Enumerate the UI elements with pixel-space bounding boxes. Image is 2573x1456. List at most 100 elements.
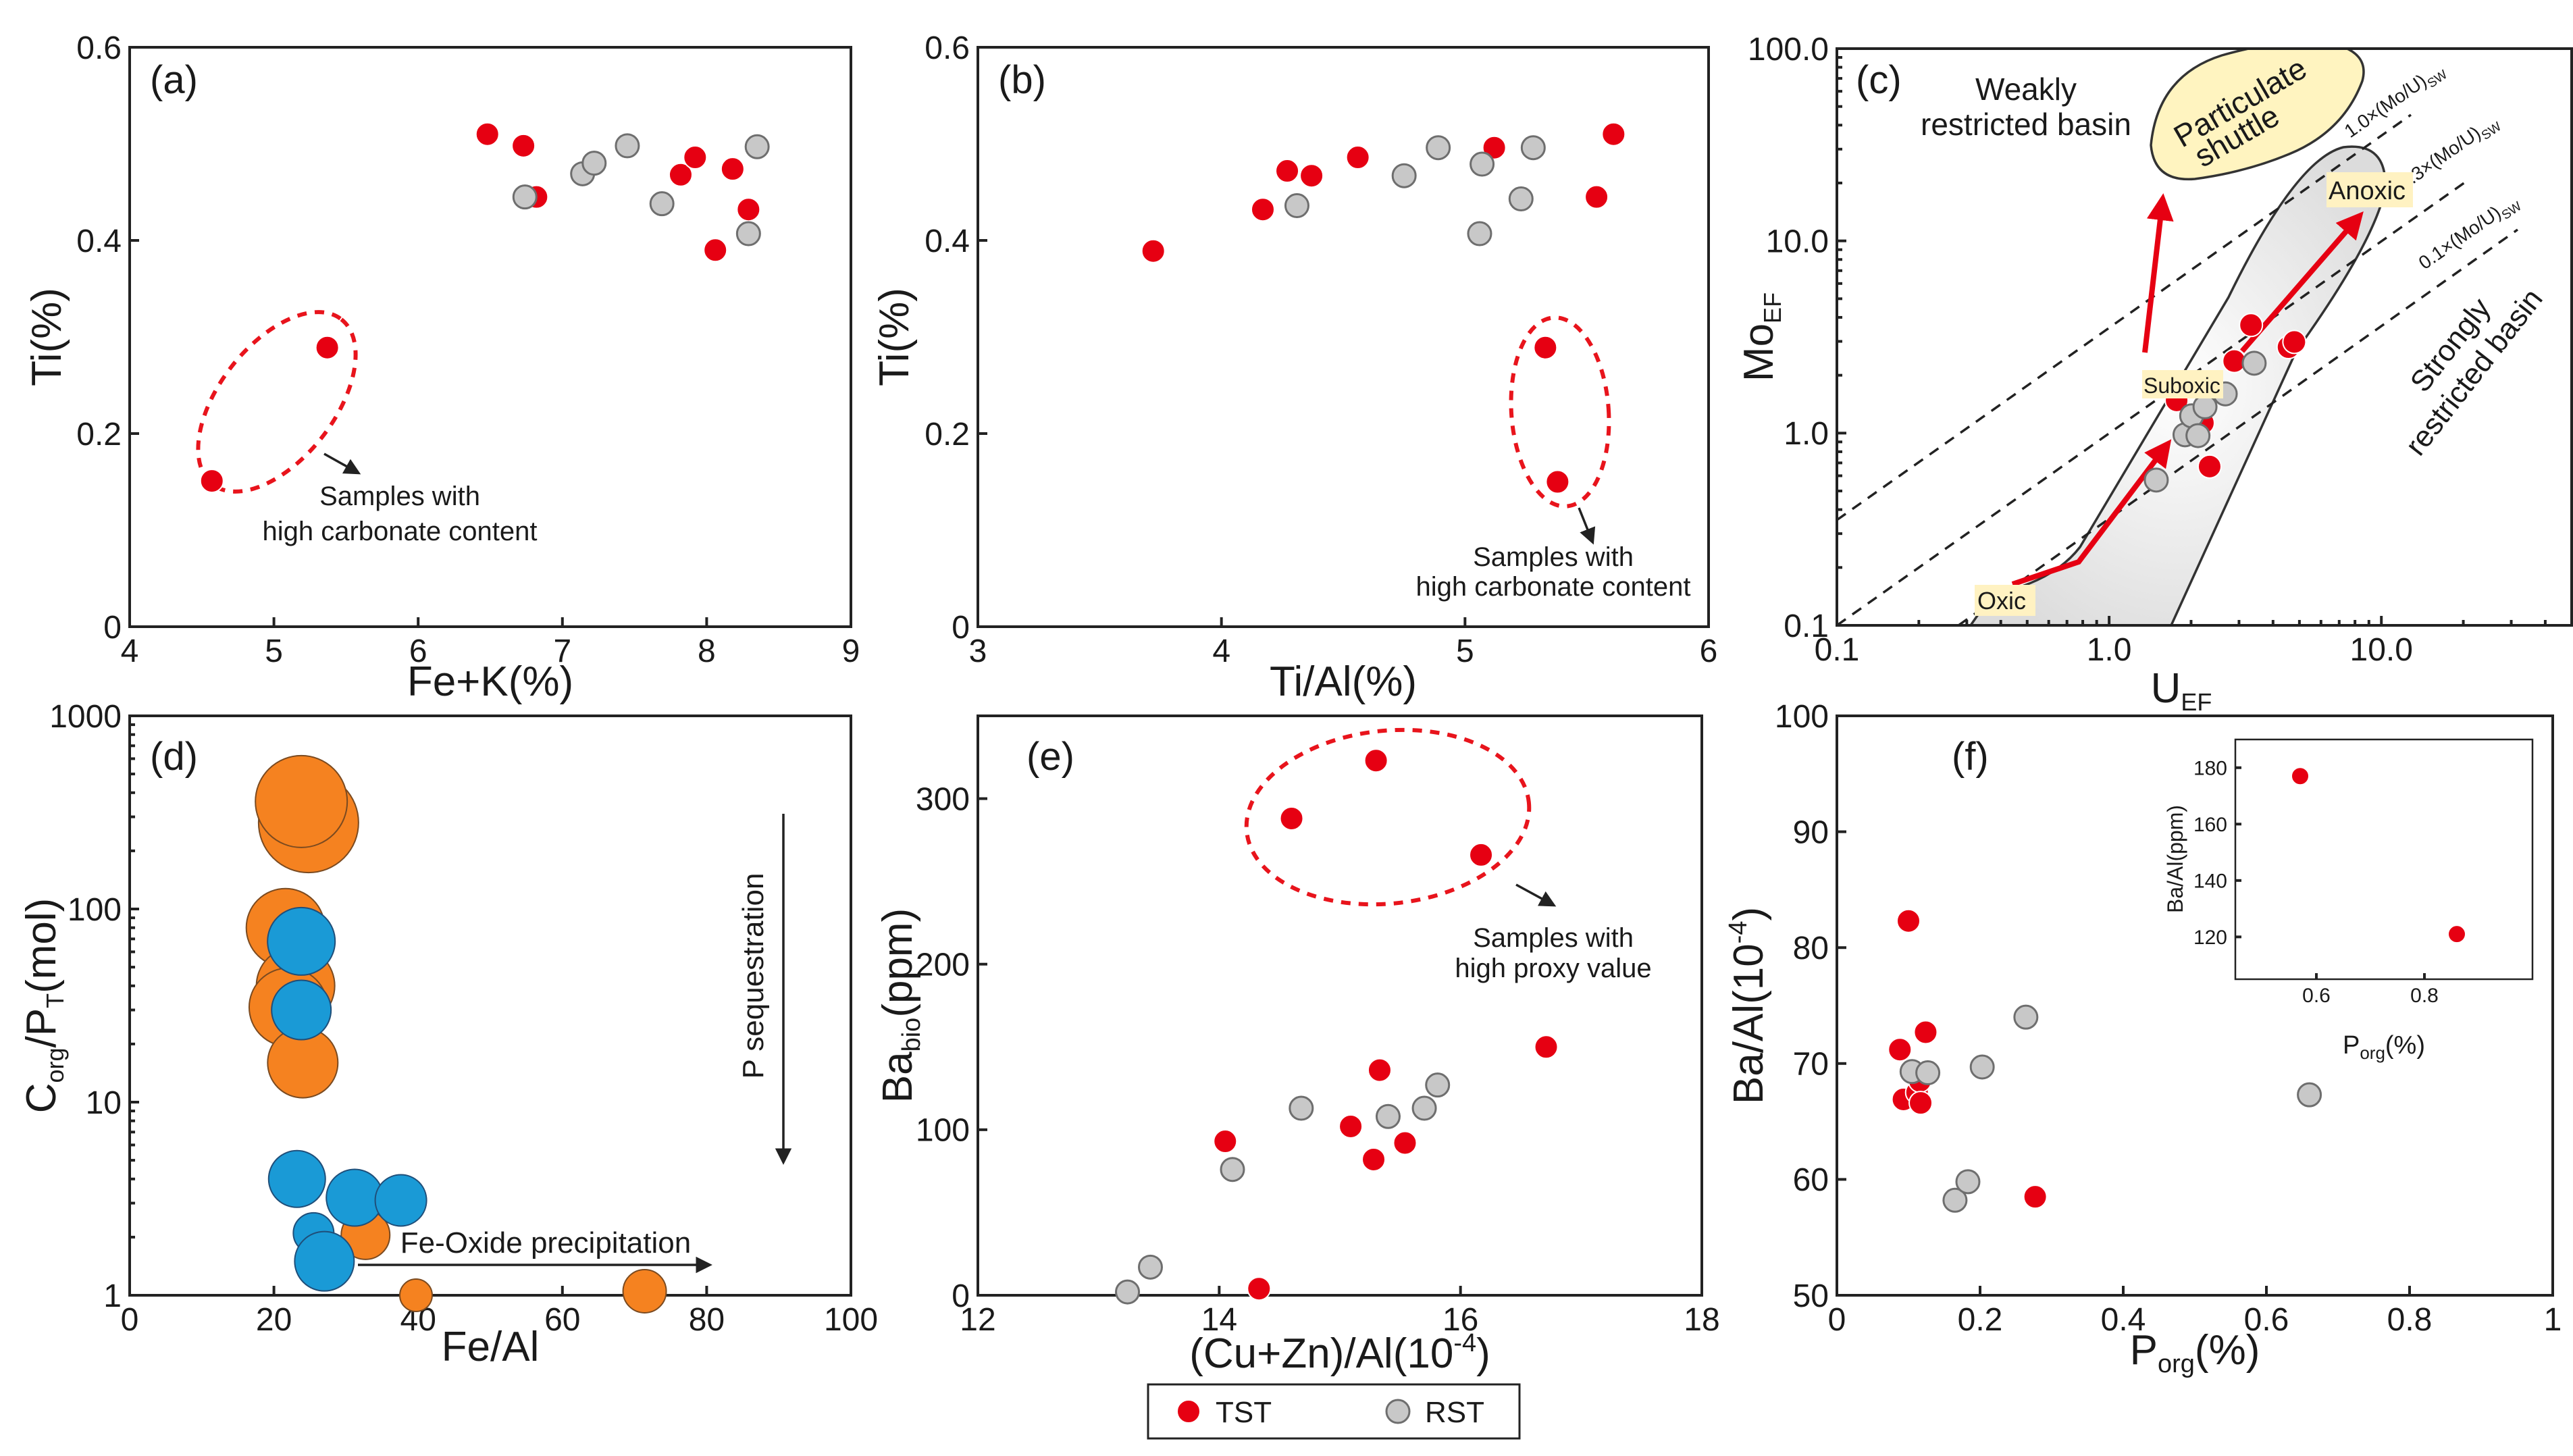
x-tick-label: 12 bbox=[960, 1302, 995, 1338]
blue-bubble bbox=[267, 1149, 326, 1208]
x-tick-label: 100 bbox=[824, 1302, 878, 1338]
x-tick-label: 4 bbox=[1212, 633, 1230, 669]
rst-point bbox=[1470, 151, 1495, 177]
y-tick-label: 1000 bbox=[49, 699, 122, 735]
rst-point bbox=[1137, 1254, 1163, 1280]
x-tick-label: 0.6 bbox=[2302, 985, 2331, 1007]
tst-point bbox=[1250, 197, 1275, 222]
y-tick-label: 200 bbox=[916, 947, 970, 983]
tst-point bbox=[2282, 330, 2307, 355]
panel-c-label: (c) bbox=[1856, 58, 1902, 102]
panel-d-label: (d) bbox=[150, 735, 198, 779]
tst-point bbox=[703, 238, 728, 263]
tst-point bbox=[720, 157, 745, 182]
panel-c-particulate-shuttle-region bbox=[2150, 49, 2365, 181]
x-tick-label: 10.0 bbox=[2350, 632, 2413, 668]
rst-point bbox=[2297, 1082, 2322, 1108]
x-tick-label: 9 bbox=[842, 633, 860, 669]
rst-point bbox=[512, 184, 538, 210]
x-tick-label: 0 bbox=[1828, 1302, 1846, 1338]
tst-point bbox=[2023, 1185, 2048, 1210]
tst-point bbox=[511, 133, 536, 158]
tst-point bbox=[1363, 748, 1388, 773]
panel-f-label: (f) bbox=[1952, 735, 1989, 779]
rst-point bbox=[1115, 1279, 1141, 1305]
panel-e-xlabel: (Cu+Zn)/Al(10-4) bbox=[1189, 1329, 1490, 1377]
tst-point bbox=[683, 145, 708, 170]
tst-point bbox=[1584, 184, 1609, 209]
panel-c-ylabel: MoEF bbox=[1736, 292, 1786, 382]
legend-rst-marker bbox=[1385, 1399, 1411, 1424]
panel-a-carbonate-ellipse bbox=[196, 310, 358, 494]
x-tick-label: 14 bbox=[1201, 1302, 1237, 1338]
tst-point bbox=[1913, 1020, 1938, 1045]
panel-c-particulate-shuttle-arrow bbox=[2142, 193, 2174, 353]
y-tick-label: 0 bbox=[103, 610, 122, 646]
y-tick-label: 180 bbox=[2193, 757, 2227, 779]
rst-point bbox=[1284, 193, 1309, 219]
y-tick-label: 0 bbox=[952, 610, 970, 646]
panel-a: (a) 4 5 6 7 8 9 0 0.2 0.4 0.6 Fe+K(%) Ti(%) Sampl… bbox=[24, 30, 860, 705]
rst-point bbox=[649, 191, 675, 217]
x-tick-label: 8 bbox=[698, 633, 716, 669]
panel-e-annotation-line1: Samples with bbox=[1473, 923, 1634, 953]
x-tick-label: 20 bbox=[256, 1302, 292, 1338]
x-tick-label: 1 bbox=[2544, 1302, 2562, 1338]
x-tick-label: 1.0 bbox=[2087, 632, 2132, 668]
x-tick-label: 0.4 bbox=[2101, 1302, 2146, 1338]
orange-bubble bbox=[255, 754, 348, 848]
rst-point bbox=[1375, 1103, 1401, 1129]
panel-c-reference-line-1.0 bbox=[1837, 113, 2412, 521]
x-tick-label: 5 bbox=[1456, 633, 1474, 669]
tst-point bbox=[315, 335, 340, 360]
rst-point bbox=[1425, 1072, 1451, 1098]
rst-point bbox=[1467, 221, 1492, 246]
y-tick-label: 1 bbox=[103, 1278, 122, 1314]
y-tick-label: 100.0 bbox=[1748, 32, 1829, 68]
panel-d-p-sequestration-label: P sequestration bbox=[737, 873, 770, 1079]
panel-a-annotation-line2: high carbonate content bbox=[263, 517, 538, 546]
x-tick-label: 0 bbox=[121, 1302, 139, 1338]
x-tick-label: 0.2 bbox=[1958, 1302, 2003, 1338]
panel-f-axes: 0 0.2 0.4 0.6 0.8 1 50 60 70 80 90 100 bbox=[1775, 699, 2562, 1338]
panel-b-label: (b) bbox=[998, 58, 1046, 102]
y-tick-label: 0.2 bbox=[925, 417, 970, 452]
panel-f-inset-frame bbox=[2234, 738, 2534, 981]
y-tick-label: 90 bbox=[1793, 814, 1829, 850]
panel-c-xlabel: UEF bbox=[2151, 665, 2212, 716]
y-tick-label: 0.2 bbox=[76, 417, 122, 452]
panel-c-reference-line-0.3 bbox=[1837, 181, 2466, 625]
tst-point bbox=[2197, 454, 2222, 479]
panel-e-points bbox=[1115, 748, 1559, 1305]
panel-b-annotation-line1: Samples with bbox=[1473, 542, 1634, 572]
x-tick-label: 5 bbox=[265, 633, 283, 669]
y-tick-label: 0.4 bbox=[925, 224, 970, 259]
panel-e-frame bbox=[977, 714, 1703, 1297]
panel-a-frame bbox=[128, 46, 852, 628]
tst-point bbox=[2291, 766, 2310, 786]
panel-b-xlabel: Ti/Al(%) bbox=[1270, 658, 1417, 705]
y-tick-label: 160 bbox=[2193, 814, 2227, 836]
tst-point bbox=[1908, 1091, 1933, 1116]
y-tick-label: 80 bbox=[1793, 931, 1829, 966]
panel-e-axes: 12 14 16 18 0 100 200 300 bbox=[916, 781, 1720, 1338]
panel-f-inset-points bbox=[2291, 766, 2466, 944]
panel-e: (e) 12 14 16 18 0 100 200 300 Samples with high… bbox=[875, 714, 1720, 1377]
y-tick-label: 60 bbox=[1793, 1162, 1829, 1198]
panel-c-reference-line-0.1 bbox=[1957, 228, 2519, 625]
x-tick-label: 18 bbox=[1684, 1302, 1719, 1338]
panel-d-points bbox=[245, 754, 667, 1314]
rst-point bbox=[1955, 1169, 1981, 1195]
tst-point bbox=[475, 122, 500, 147]
y-tick-label: 0.6 bbox=[76, 30, 122, 66]
rst-point bbox=[581, 151, 607, 176]
panel-b-carbonate-ellipse bbox=[1509, 315, 1611, 509]
x-tick-label: 80 bbox=[689, 1302, 725, 1338]
rst-point bbox=[2143, 467, 2169, 493]
tst-point bbox=[1141, 238, 1166, 263]
panel-f-inset-ylabel: Ba/Al(ppm) bbox=[2163, 805, 2187, 913]
legend-box bbox=[1147, 1383, 1521, 1440]
tst-point bbox=[1393, 1130, 1418, 1155]
